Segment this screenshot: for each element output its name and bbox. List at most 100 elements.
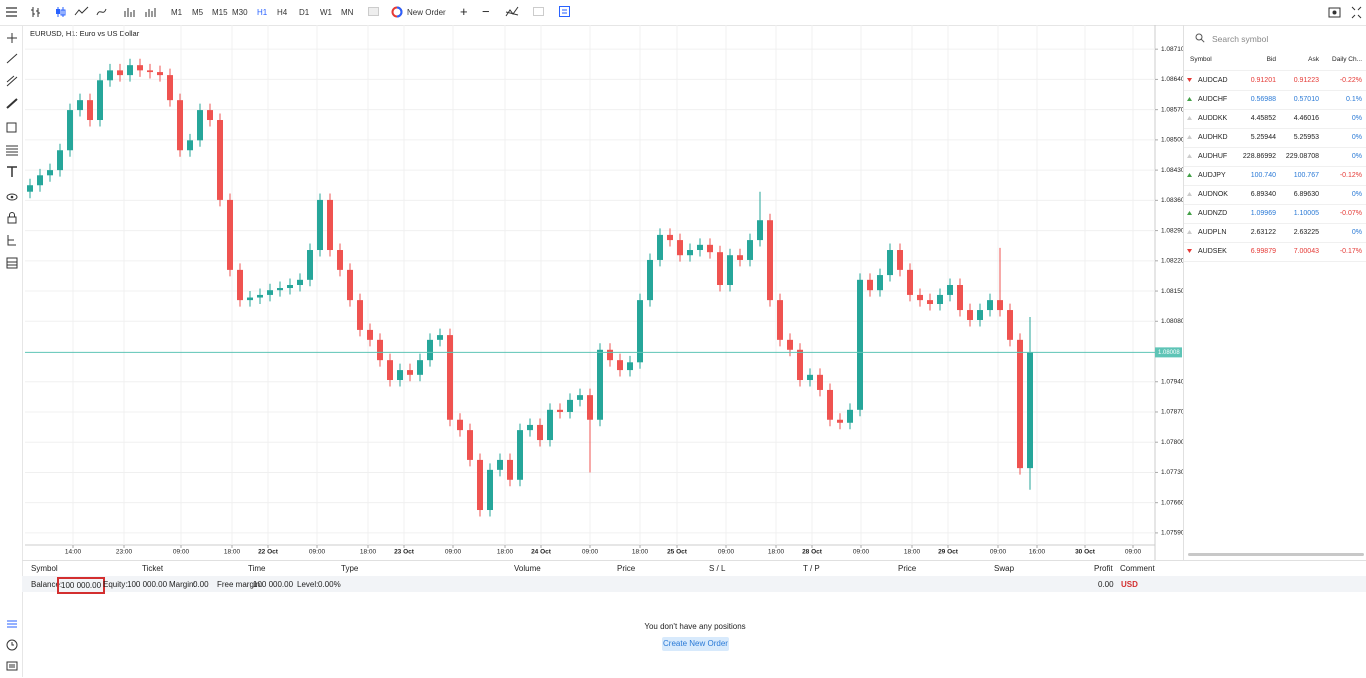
timeframe-button[interactable]: M1 — [171, 8, 183, 17]
trend-arrow — [1187, 78, 1192, 82]
watch-row[interactable]: AUDNOK 6.89340 6.89630 0% — [1184, 185, 1366, 205]
watch-row[interactable]: AUDJPY 100.740 100.767 -0.12% — [1184, 166, 1366, 186]
scrollbar[interactable] — [1188, 553, 1364, 556]
watch-row[interactable]: AUDNZD 1.09969 1.10005 -0.07% — [1184, 204, 1366, 224]
y-tick-label: 1.07800 — [1161, 439, 1183, 446]
x-tick-label: 18:00 — [632, 549, 649, 556]
trend-arrow — [1187, 249, 1192, 253]
timeframe-button[interactable]: M15 — [212, 8, 228, 17]
watch-row[interactable]: AUDSEK 6.99879 7.00043 -0.17% — [1184, 242, 1366, 262]
watch-row[interactable]: AUDHKD 5.25944 5.25953 0% — [1184, 128, 1366, 148]
watch-row[interactable]: AUDHUF 228.86992 229.08708 0% — [1184, 147, 1366, 167]
watch-ask: 0.91223 — [1293, 77, 1319, 84]
column-header[interactable]: Profit — [1094, 564, 1113, 573]
search-icon — [1195, 33, 1205, 43]
chart-type-icons[interactable] — [30, 5, 166, 19]
column-header[interactable]: Type — [341, 564, 359, 573]
y-tick-label: 1.07870 — [1161, 409, 1183, 416]
candle-body — [957, 285, 963, 311]
x-tick-label: 29 Oct — [938, 549, 959, 556]
candle-body — [697, 244, 703, 251]
timeframe-button[interactable]: W1 — [320, 8, 332, 17]
market-watch: Search symbol Symbol Bid Ask Daily Ch... AUD… — [1183, 25, 1366, 560]
column-header[interactable]: Ask — [1308, 56, 1319, 63]
column-header[interactable]: Volume — [514, 564, 541, 573]
candle-body — [417, 360, 423, 375]
column-header[interactable]: Ticket — [142, 564, 164, 573]
timeframe-button[interactable]: M5 — [192, 8, 204, 17]
candle-body — [547, 409, 553, 441]
watch-change: -0.17% — [1339, 248, 1362, 255]
watch-row[interactable]: AUDCHF 0.56988 0.57010 0.1% — [1184, 90, 1366, 110]
trend-arrow — [1187, 173, 1192, 177]
column-header[interactable]: Symbol — [31, 564, 58, 573]
column-header[interactable]: T / P — [803, 564, 820, 573]
column-header[interactable]: Symbol — [1190, 56, 1212, 63]
x-tick-label: 24 Oct — [531, 549, 552, 556]
candle-body — [807, 374, 813, 381]
timeframe-button[interactable]: M30 — [232, 8, 248, 17]
timeframe-button[interactable]: H4 — [277, 8, 288, 17]
tool-icons[interactable] — [5, 30, 19, 280]
candle-body — [607, 349, 613, 361]
column-header[interactable]: Bid — [1266, 56, 1276, 63]
timeframe-button[interactable]: H1 — [257, 8, 268, 17]
balance-value: 100 000.00 — [57, 577, 106, 594]
panel-toggle[interactable] — [559, 6, 571, 18]
watch-bid: 6.99879 — [1250, 248, 1276, 255]
candle-body — [577, 395, 583, 400]
y-tick-label: 1.08150 — [1161, 288, 1183, 295]
template-icon[interactable] — [533, 7, 544, 17]
x-tick-label: 09:00 — [582, 549, 599, 556]
watch-change: 0% — [1351, 229, 1362, 236]
y-tick-label: 1.08290 — [1161, 227, 1183, 234]
indicators-icon[interactable] — [505, 6, 519, 18]
column-header[interactable]: S / L — [709, 564, 726, 573]
watch-row[interactable]: AUDCAD 0.91201 0.91223 -0.22% — [1184, 71, 1366, 91]
price-chart[interactable]: EURUSD, H1: Euro vs US Dollar 1.08710 1.0… — [25, 25, 1183, 560]
watch-row[interactable]: AUDPLN 2.63122 2.63225 0% — [1184, 223, 1366, 243]
candle-body — [87, 100, 93, 121]
create-order-button[interactable]: Create New Order — [662, 637, 729, 651]
column-header[interactable]: Comment — [1120, 564, 1155, 573]
y-tick-label: 1.08220 — [1161, 258, 1183, 265]
zoom-in[interactable]: + — [460, 4, 468, 19]
search-input[interactable]: Search symbol — [1212, 34, 1269, 44]
screenshot-toggle[interactable] — [368, 7, 379, 17]
balance-row: Balance: 100 000.00 Equity: 100 000.00 M… — [22, 576, 1366, 594]
candle-body — [157, 72, 163, 76]
timeframe-button[interactable]: MN — [341, 8, 354, 17]
candle-body — [127, 65, 133, 76]
y-tick-label: 1.08640 — [1161, 76, 1183, 83]
candle-body — [657, 234, 663, 260]
x-tick-label: 16:00 — [1029, 549, 1046, 556]
candle-body — [777, 300, 783, 340]
watch-row[interactable]: AUDDKK 4.45852 4.46016 0% — [1184, 109, 1366, 129]
x-tick-label: 09:00 — [853, 549, 870, 556]
new-order-icon[interactable] — [391, 6, 403, 18]
arrow-shape — [1187, 78, 1192, 82]
arrow-shape — [1187, 116, 1192, 120]
watch-change: 0% — [1351, 153, 1362, 160]
candle-body — [867, 279, 873, 291]
column-header[interactable]: Daily Ch... — [1332, 56, 1362, 63]
candle-body — [887, 250, 893, 276]
column-header[interactable]: Swap — [994, 564, 1015, 573]
menu-icon[interactable] — [6, 7, 18, 18]
column-header[interactable]: Price — [898, 564, 917, 573]
zoom-out[interactable]: − — [482, 4, 490, 19]
column-header[interactable]: Price — [617, 564, 636, 573]
y-tick-label: 1.08080 — [1161, 318, 1183, 325]
new-order-button[interactable]: New Order — [407, 8, 446, 17]
candle-body — [497, 459, 503, 470]
column-header[interactable]: Time — [248, 564, 266, 573]
candle-body — [137, 65, 143, 71]
candle-body — [477, 459, 483, 511]
candle-body — [357, 300, 363, 330]
x-tick-label: 28 Oct — [802, 549, 823, 556]
panel-icons[interactable] — [5, 619, 19, 675]
candle-body — [367, 329, 373, 340]
watch-bid: 6.89340 — [1250, 191, 1276, 198]
screenshot-fullscreen[interactable] — [1328, 6, 1362, 19]
timeframe-button[interactable]: D1 — [299, 8, 310, 17]
